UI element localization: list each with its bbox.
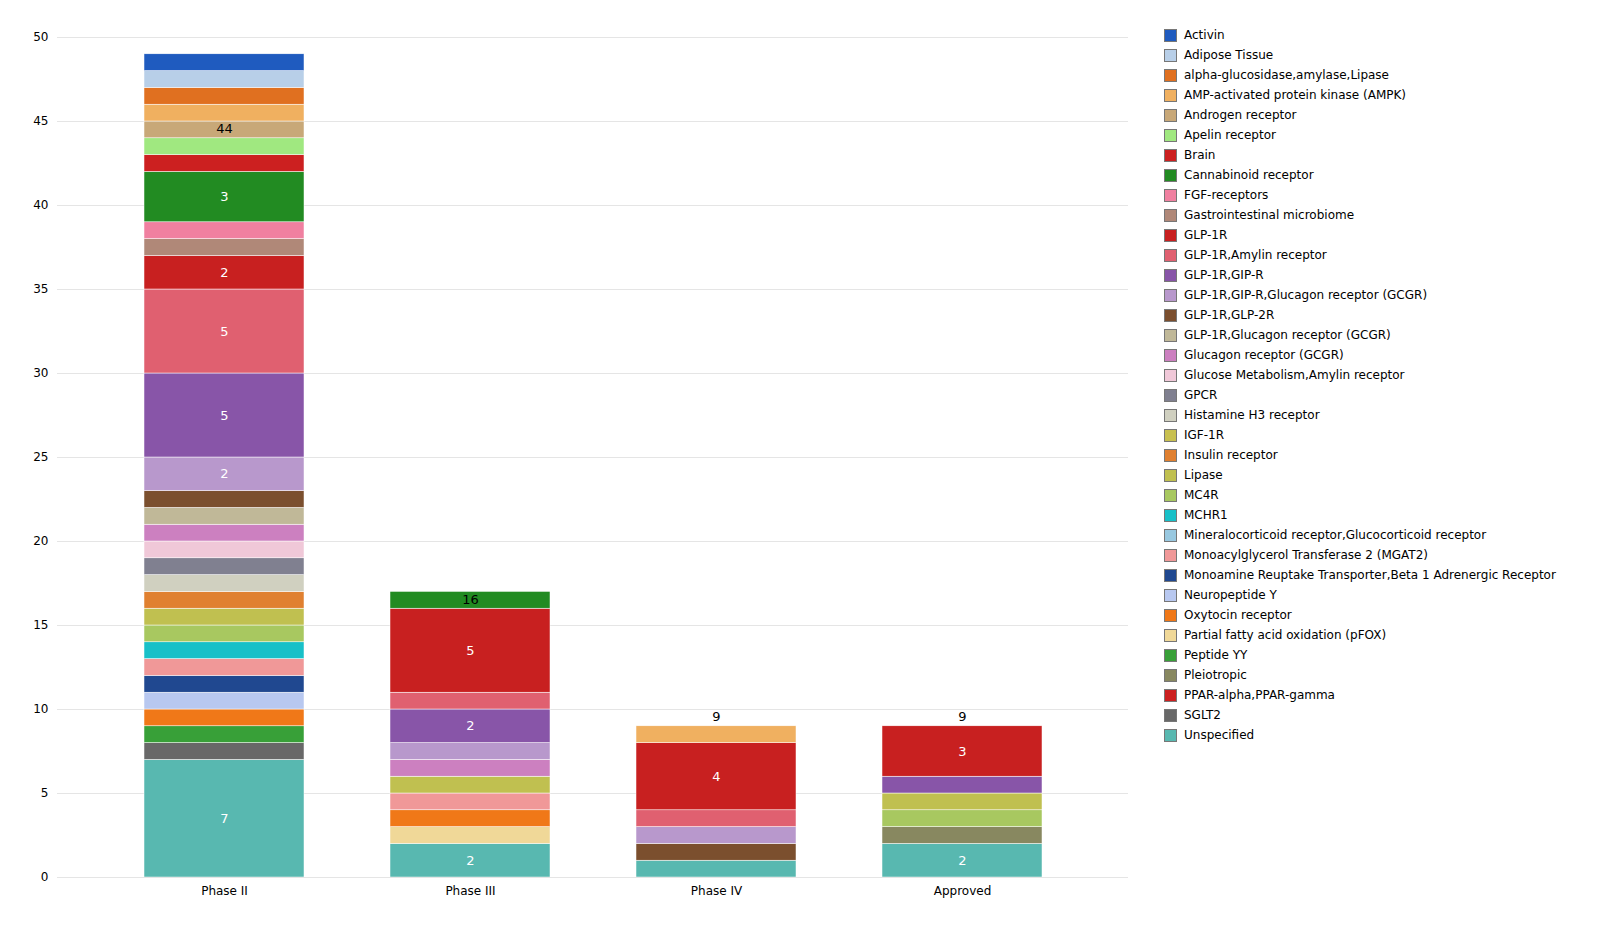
- svg-text:2: 2: [466, 718, 474, 733]
- svg-text:20: 20: [33, 534, 48, 548]
- svg-text:3: 3: [220, 189, 228, 204]
- html-text:MCHR1: MCHR1: [1184, 508, 1228, 522]
- svg-text:5: 5: [220, 408, 228, 423]
- html-text:Glucose Metabolism,Amylin rece: Glucose Metabolism,Amylin receptor: [1184, 368, 1405, 382]
- html-text:GPCR: GPCR: [1184, 388, 1218, 402]
- html-text:GLP-1R,Amylin receptor: GLP-1R,Amylin receptor: [1184, 248, 1327, 262]
- svg-text:10: 10: [33, 702, 48, 716]
- html-text:Apelin receptor: Apelin receptor: [1184, 128, 1276, 142]
- html-text:Activin: Activin: [1184, 28, 1225, 42]
- svg-text:35: 35: [33, 282, 48, 296]
- html-text:Pleiotropic: Pleiotropic: [1184, 668, 1247, 682]
- html-text:Monoamine Reuptake Transporter: Monoamine Reuptake Transporter,Beta 1 Ad…: [1184, 568, 1556, 582]
- html-text:Oxytocin receptor: Oxytocin receptor: [1184, 608, 1292, 622]
- html-text:AMP-activated protein kinase (: AMP-activated protein kinase (AMPK): [1184, 88, 1406, 102]
- html-text:FGF-receptors: FGF-receptors: [1184, 188, 1269, 202]
- svg-text:2: 2: [220, 466, 228, 481]
- html-text:Cannabinoid receptor: Cannabinoid receptor: [1184, 168, 1314, 182]
- html-text:Unspecified: Unspecified: [1184, 728, 1255, 742]
- html-text:GLP-1R,GIP-R,Glucagon receptor: GLP-1R,GIP-R,Glucagon receptor (GCGR): [1184, 288, 1428, 302]
- html-text:PPAR-alpha,PPAR-gamma: PPAR-alpha,PPAR-gamma: [1184, 688, 1335, 702]
- html-text:SGLT2: SGLT2: [1184, 708, 1221, 722]
- svg-text:Phase IV: Phase IV: [691, 884, 743, 898]
- svg-text:0: 0: [41, 870, 49, 884]
- html-text:Peptide YY: Peptide YY: [1184, 648, 1248, 662]
- html-text:GLP-1R,GIP-R: GLP-1R,GIP-R: [1184, 268, 1264, 282]
- svg-text:16: 16: [462, 592, 479, 607]
- svg-text:Approved: Approved: [934, 884, 992, 898]
- html-text:Partial fatty acid oxidation (: Partial fatty acid oxidation (pFOX): [1184, 628, 1387, 642]
- svg-text:2: 2: [958, 853, 966, 868]
- html-text:GLP-1R,GLP-2R: GLP-1R,GLP-2R: [1184, 308, 1275, 322]
- html-text:alpha-glucosidase,amylase,Lipa: alpha-glucosidase,amylase,Lipase: [1184, 68, 1389, 82]
- svg-text:9: 9: [712, 709, 720, 724]
- html-text:Androgen receptor: Androgen receptor: [1184, 108, 1297, 122]
- html-text:MC4R: MC4R: [1184, 488, 1219, 502]
- html-text:Gastrointestinal microbiome: Gastrointestinal microbiome: [1184, 208, 1354, 222]
- html-text:Insulin receptor: Insulin receptor: [1184, 448, 1278, 462]
- svg-text:30: 30: [33, 366, 48, 380]
- svg-text:2: 2: [220, 265, 228, 280]
- svg-text:5: 5: [220, 324, 228, 339]
- svg-text:Phase II: Phase II: [201, 884, 248, 898]
- svg-text:44: 44: [216, 121, 233, 136]
- html-text:Histamine H3 receptor: Histamine H3 receptor: [1184, 408, 1320, 422]
- svg-text:3: 3: [958, 744, 966, 759]
- svg-text:45: 45: [33, 114, 48, 128]
- svg-text:9: 9: [958, 709, 966, 724]
- html-text:GLP-1R: GLP-1R: [1184, 228, 1228, 242]
- html-text:Brain: Brain: [1184, 148, 1216, 162]
- svg-text:4: 4: [712, 769, 720, 784]
- svg-text:Phase III: Phase III: [445, 884, 495, 898]
- html-text:GLP-1R,Glucagon receptor (GCGR: GLP-1R,Glucagon receptor (GCGR): [1184, 328, 1391, 342]
- svg-text:15: 15: [33, 618, 48, 632]
- html-text:Lipase: Lipase: [1184, 468, 1223, 482]
- html-text:Monoacylglycerol Transferase 2: Monoacylglycerol Transferase 2 (MGAT2): [1184, 548, 1428, 562]
- html-text:IGF-1R: IGF-1R: [1184, 428, 1224, 442]
- html-text:Mineralocorticoid receptor,Glu: Mineralocorticoid receptor,Glucocorticoi…: [1184, 528, 1487, 542]
- svg-text:2: 2: [466, 853, 474, 868]
- svg-text:25: 25: [33, 450, 48, 464]
- svg-text:50: 50: [33, 30, 48, 44]
- svg-text:5: 5: [41, 786, 49, 800]
- html-text:Adipose Tissue: Adipose Tissue: [1184, 48, 1274, 62]
- html-text:Neuropeptide Y: Neuropeptide Y: [1184, 588, 1277, 602]
- svg-text:5: 5: [466, 643, 474, 658]
- svg-text:40: 40: [33, 198, 48, 212]
- html-text:Glucagon receptor (GCGR): Glucagon receptor (GCGR): [1184, 348, 1344, 362]
- svg-text:7: 7: [220, 811, 228, 826]
